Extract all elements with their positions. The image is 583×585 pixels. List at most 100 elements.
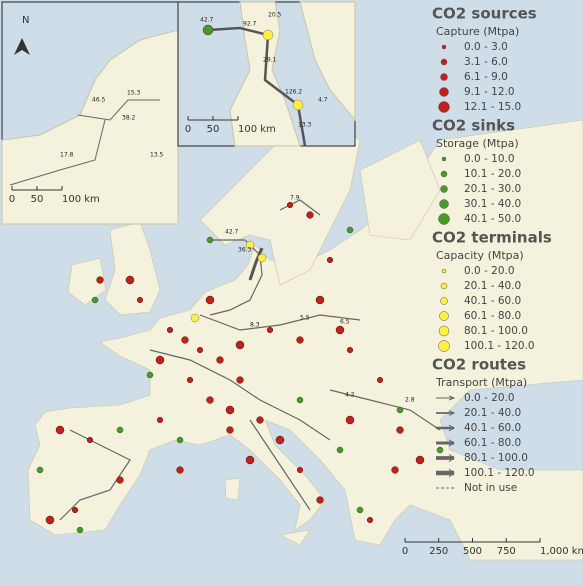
scale-label: 250 <box>429 546 448 557</box>
source <box>176 466 184 474</box>
source <box>235 340 245 350</box>
legend-symbol <box>438 325 450 337</box>
source <box>306 211 314 219</box>
source <box>266 326 274 334</box>
source <box>315 295 325 305</box>
route-label: 20.5 <box>268 12 282 19</box>
source <box>256 416 264 424</box>
inset-denmark <box>177 1 356 147</box>
source <box>86 436 94 444</box>
scale-label: 500 <box>463 546 482 557</box>
route-label: 17.8 <box>60 152 74 159</box>
source <box>275 435 285 445</box>
route-label: 42.7 <box>200 17 214 24</box>
legend-arrow <box>448 424 456 432</box>
scale-label: 1,000 km <box>540 546 583 557</box>
legend-item: 40.1 - 60.0 <box>464 295 521 307</box>
sink <box>176 436 184 444</box>
sink <box>146 371 154 379</box>
scale-label: 0 <box>185 124 191 135</box>
legend-symbol <box>440 58 448 66</box>
scale-label: 0 <box>9 194 15 205</box>
route-label: 36.3 <box>238 247 252 254</box>
source <box>226 426 234 434</box>
legend-item: 40.1 - 50.0 <box>464 213 521 225</box>
legend-item: 0.0 - 10.0 <box>464 153 515 165</box>
source <box>345 415 355 425</box>
route-label: 5.5 <box>300 315 310 322</box>
source <box>391 466 399 474</box>
legend-item: 12.1 - 15.0 <box>464 101 521 113</box>
legend-symbol <box>441 44 447 50</box>
source <box>286 201 294 209</box>
source <box>181 336 189 344</box>
source <box>245 455 255 465</box>
scale-label: 50 <box>31 194 44 205</box>
legend-title: CO2 sources <box>432 5 537 23</box>
source <box>366 516 374 524</box>
legend-arrow <box>448 410 456 416</box>
legend-title: CO2 sinks <box>432 117 515 135</box>
route-label: 2.8 <box>405 397 415 404</box>
source <box>326 256 334 264</box>
legend-symbol <box>438 340 450 352</box>
route-label: 6.5 <box>340 319 350 326</box>
legend-item: 100.1 - 120.0 <box>464 467 535 479</box>
legend-symbol <box>440 185 448 193</box>
route-label: 92.7 <box>243 21 257 28</box>
source <box>415 455 425 465</box>
sink <box>91 296 99 304</box>
sink <box>296 396 304 404</box>
route-label: 29.1 <box>263 57 277 64</box>
source <box>186 376 194 384</box>
legend-symbol <box>439 199 449 209</box>
sink <box>436 446 444 454</box>
legend-item: 60.1 - 80.0 <box>464 437 521 449</box>
legend-item: Not in use <box>464 482 517 494</box>
source <box>136 296 144 304</box>
source <box>335 325 345 335</box>
source <box>116 476 124 484</box>
legend-symbol <box>440 282 448 290</box>
legend-item: 20.1 - 30.0 <box>464 183 521 195</box>
sink <box>76 526 84 534</box>
legend-symbol <box>438 213 450 225</box>
source <box>316 496 324 504</box>
legend-subtitle: Storage (Mtpa) <box>436 137 519 150</box>
legend-item: 20.1 - 40.0 <box>464 407 521 419</box>
source <box>96 276 104 284</box>
terminal <box>190 313 200 323</box>
legend-item: 3.1 - 6.0 <box>464 56 508 68</box>
land <box>27 119 583 561</box>
scale-label: 750 <box>497 546 516 557</box>
legend-symbol <box>439 87 449 97</box>
route-label: 46.5 <box>92 97 106 104</box>
source <box>156 416 164 424</box>
source <box>55 425 65 435</box>
legend-symbol <box>440 297 448 305</box>
legend-item: 9.1 - 12.0 <box>464 86 515 98</box>
sink <box>356 506 364 514</box>
north-label: N <box>22 15 29 26</box>
source <box>396 426 404 434</box>
legend-symbol <box>440 170 448 178</box>
legend-title: CO2 routes <box>432 356 526 374</box>
route-label: 13.3 <box>298 122 312 129</box>
legend-symbol <box>441 156 447 162</box>
legend-item: 0.0 - 3.0 <box>464 41 508 53</box>
major-route <box>248 247 264 281</box>
terminal <box>257 253 267 263</box>
legend-item: 0.0 - 20.0 <box>464 392 515 404</box>
legend-item: 30.1 - 40.0 <box>464 198 521 210</box>
legend-arrow <box>448 468 455 478</box>
scale-label: 50 <box>207 124 220 135</box>
route-label: 13.5 <box>150 152 164 159</box>
legend-arrow <box>448 395 456 401</box>
legend-arrow <box>448 453 455 463</box>
route-label: 42.7 <box>225 229 239 236</box>
legend-item: 40.1 - 60.0 <box>464 422 521 434</box>
legend-arrow <box>448 439 455 447</box>
sink <box>396 406 404 414</box>
route-label: 8.3 <box>250 322 260 329</box>
source <box>71 506 79 514</box>
